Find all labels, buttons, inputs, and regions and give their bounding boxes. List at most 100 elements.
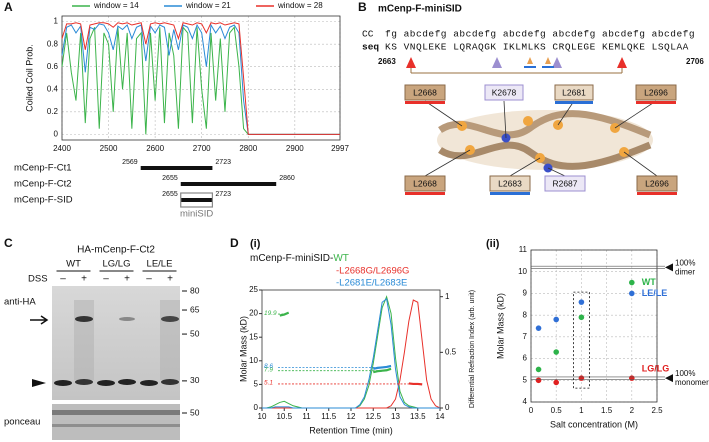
- highlight-box: [573, 291, 590, 389]
- band: [118, 379, 136, 385]
- x-tick-label: 11.5: [321, 412, 337, 421]
- lane-label: +: [124, 274, 130, 285]
- marker-label: 50: [190, 407, 200, 417]
- y-tick-label: 5: [254, 380, 259, 389]
- y-tick-label: 0: [54, 129, 59, 138]
- residue-label: L2696: [645, 178, 669, 188]
- residue-underline: [637, 192, 677, 195]
- smear: [74, 300, 94, 380]
- construct-bar: [180, 198, 213, 202]
- seq-label: seq: [362, 42, 379, 53]
- ponceau-band: [52, 424, 180, 427]
- data-point: [553, 316, 559, 323]
- y-tick-label: 0: [254, 403, 259, 412]
- data-point: [629, 290, 635, 297]
- x-tick-label: 10: [258, 412, 267, 421]
- reference-arrow: [665, 263, 673, 272]
- y-tick-label: 5: [523, 375, 528, 384]
- mass-line: [373, 364, 392, 370]
- residue-underline: [636, 101, 676, 104]
- y-tick-label: 6: [523, 354, 528, 363]
- y2-tick-label: 0: [445, 403, 450, 412]
- group-label: WT: [66, 259, 81, 270]
- residue-label: L2681: [562, 87, 586, 97]
- construct-name: mCenp-F-Ct1: [14, 163, 72, 174]
- data-point: [629, 375, 635, 381]
- legend-label: WT: [333, 253, 349, 264]
- structure-title: mCenp-F-miniSID: [378, 4, 462, 15]
- x-tick-label: 2600: [146, 144, 164, 153]
- x-tick-label: 13.5: [410, 412, 426, 421]
- plot-frame: [61, 15, 341, 141]
- x-tick-label: 11: [302, 412, 311, 421]
- data-line: [61, 23, 340, 135]
- marker: [542, 66, 554, 68]
- y-axis-title: Coiled Coil Prob.: [24, 44, 34, 112]
- residue-box: [554, 84, 594, 101]
- reference-label: dimer: [675, 267, 695, 276]
- residue-box: [636, 175, 678, 192]
- residue-atom: [523, 116, 533, 126]
- construct-start: 2655: [162, 175, 178, 182]
- data-point: [578, 375, 585, 381]
- x-tick-label: 12: [347, 412, 356, 421]
- residue-box: [544, 175, 586, 192]
- residue-label: L2683: [498, 178, 522, 188]
- band: [75, 316, 93, 322]
- data-line: [262, 298, 440, 409]
- highlight-box: [180, 192, 214, 208]
- x-tick-label: 2800: [239, 144, 257, 153]
- x-tick-label: 12.5: [365, 412, 381, 421]
- series-label: LE/LE: [642, 288, 668, 298]
- lane-label: –: [103, 274, 109, 285]
- y-tick-label: 10: [518, 267, 527, 276]
- residue-underline: [490, 192, 530, 195]
- construct-bar: [180, 182, 277, 186]
- data-line: [262, 299, 441, 409]
- y-axis-title: Molar Mass (kD): [495, 293, 505, 359]
- construct-name: mCenp-F-Ct2: [14, 179, 72, 190]
- band: [161, 379, 179, 385]
- data-line: [61, 22, 340, 135]
- x-axis-title: Retention Time (min): [309, 425, 393, 435]
- plot-frame: [530, 249, 658, 403]
- x-tick-label: 2900: [286, 144, 304, 153]
- y-tick-label: 9: [523, 289, 528, 298]
- y-tick-label: 0.6: [47, 62, 59, 71]
- monomer-arrowhead: [32, 379, 46, 387]
- data-point: [553, 379, 559, 386]
- construct-name: mCenp-F-SID: [14, 195, 73, 206]
- residue-underline: [405, 101, 445, 104]
- legend-label: window = 28: [277, 1, 323, 10]
- x-tick-label: 14: [436, 412, 445, 421]
- y-tick-label: 20: [249, 309, 258, 318]
- reference-arrow: [665, 374, 673, 383]
- reference-label: monomer: [675, 378, 709, 387]
- y-tick-label: 10: [249, 356, 258, 365]
- mass-annotation: 19.9: [264, 310, 277, 317]
- y-tick-label: 25: [249, 285, 258, 294]
- y2-tick-label: 0.5: [445, 347, 457, 356]
- y-tick-label: 0.8: [47, 39, 59, 48]
- y-tick-label: 0.2: [47, 107, 59, 116]
- panel-label: D: [230, 236, 239, 250]
- marker-label: 30: [190, 375, 200, 385]
- legend-label: window = 14: [93, 1, 139, 10]
- marker: [527, 57, 533, 64]
- lane-label: –: [60, 274, 66, 285]
- x-tick-label: 1: [579, 406, 584, 415]
- marker: [617, 57, 627, 68]
- x-tick-label: 2997: [331, 144, 349, 153]
- panel-label: A: [4, 0, 13, 14]
- residue-box: [404, 175, 446, 192]
- panel-label: C: [4, 236, 13, 250]
- series-label: WT: [642, 277, 656, 287]
- ponceau-band: [52, 410, 180, 415]
- marker: [406, 57, 416, 68]
- x-tick-label: 2400: [53, 144, 71, 153]
- y-tick-label: 1: [54, 17, 59, 26]
- mass-annotation: 8.6: [264, 363, 273, 370]
- series-label: LG/LG: [642, 363, 670, 373]
- x-tick-label: 13: [391, 412, 400, 421]
